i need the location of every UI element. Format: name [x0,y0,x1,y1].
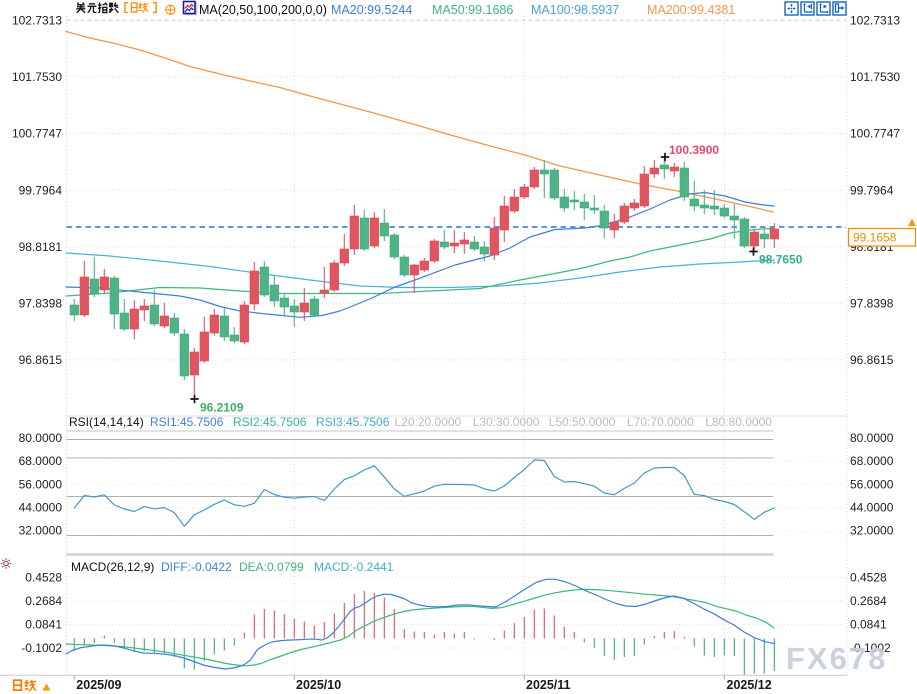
svg-text:98.7650: 98.7650 [759,253,803,267]
svg-text:32.0000: 32.0000 [19,524,63,538]
svg-text:100.7747: 100.7747 [850,127,900,141]
svg-text:FX678: FX678 [786,641,887,676]
svg-text:DEA:0.0799: DEA:0.0799 [239,560,304,574]
svg-text:RSI3:45.7506: RSI3:45.7506 [316,415,390,429]
svg-text:RSI(14,14,14): RSI(14,14,14) [69,415,144,429]
svg-text:80.0000: 80.0000 [850,431,894,445]
svg-text:100.3900: 100.3900 [669,143,719,157]
svg-text:98.8181: 98.8181 [19,240,63,254]
svg-text:56.0000: 56.0000 [19,478,63,492]
svg-text:0.4528: 0.4528 [850,571,887,585]
svg-text:102.7313: 102.7313 [850,14,900,28]
svg-text:96.8615: 96.8615 [850,353,894,367]
svg-text:0.0841: 0.0841 [850,618,887,632]
svg-text:32.0000: 32.0000 [850,524,894,538]
svg-text:2025/09: 2025/09 [76,678,121,692]
svg-text:L20:20.0000: L20:20.0000 [395,415,462,429]
svg-text:-0.1002: -0.1002 [850,641,891,655]
svg-text:97.8398: 97.8398 [850,297,894,311]
svg-text:0.2684: 0.2684 [25,594,62,608]
svg-text:44.0000: 44.0000 [19,501,63,515]
svg-text:99.7964: 99.7964 [850,183,894,197]
svg-text:97.8398: 97.8398 [19,297,63,311]
svg-text:0.4528: 0.4528 [25,571,62,585]
svg-text:MA200:99.4381: MA200:99.4381 [647,3,735,17]
svg-text:MA50:99.1686: MA50:99.1686 [432,3,513,17]
svg-text:2025/10: 2025/10 [296,678,341,692]
svg-text:L50:50.0000: L50:50.0000 [549,415,616,429]
svg-text:DIFF:-0.0422: DIFF:-0.0422 [161,560,232,574]
svg-text:MA20:99.5244: MA20:99.5244 [331,3,412,17]
svg-text:MACD(26,12,9): MACD(26,12,9) [71,560,154,574]
svg-text:99.7964: 99.7964 [19,183,63,197]
svg-text:L80:80.0000: L80:80.0000 [705,415,772,429]
svg-text:96.8615: 96.8615 [19,353,63,367]
svg-text:101.7530: 101.7530 [12,70,62,84]
svg-text:RSI2:45.7506: RSI2:45.7506 [233,415,307,429]
svg-text:L70:70.0000: L70:70.0000 [627,415,694,429]
svg-text:2025/12: 2025/12 [727,678,772,692]
svg-text:96.2109: 96.2109 [200,401,244,415]
svg-text:101.7530: 101.7530 [850,70,900,84]
svg-text:MACD:-0.2441: MACD:-0.2441 [314,560,394,574]
svg-text:L30:30.0000: L30:30.0000 [473,415,540,429]
svg-text:-0.1002: -0.1002 [21,641,62,655]
svg-text:99.1658: 99.1658 [853,231,897,245]
svg-text:100.7747: 100.7747 [12,127,62,141]
svg-text:0.2684: 0.2684 [850,594,887,608]
svg-text:2025/11: 2025/11 [526,678,571,692]
svg-text:44.0000: 44.0000 [850,501,894,515]
svg-text:68.0000: 68.0000 [19,454,63,468]
svg-text:68.0000: 68.0000 [850,454,894,468]
svg-text:MA(20,50,100,200,0,0): MA(20,50,100,200,0,0) [199,3,327,17]
svg-text:80.0000: 80.0000 [19,431,63,445]
svg-text:RSI1:45.7506: RSI1:45.7506 [150,415,224,429]
svg-text:56.0000: 56.0000 [850,478,894,492]
svg-text:0.0841: 0.0841 [25,618,62,632]
svg-text:MA100:98.5937: MA100:98.5937 [531,3,619,17]
svg-text:102.7313: 102.7313 [12,14,62,28]
